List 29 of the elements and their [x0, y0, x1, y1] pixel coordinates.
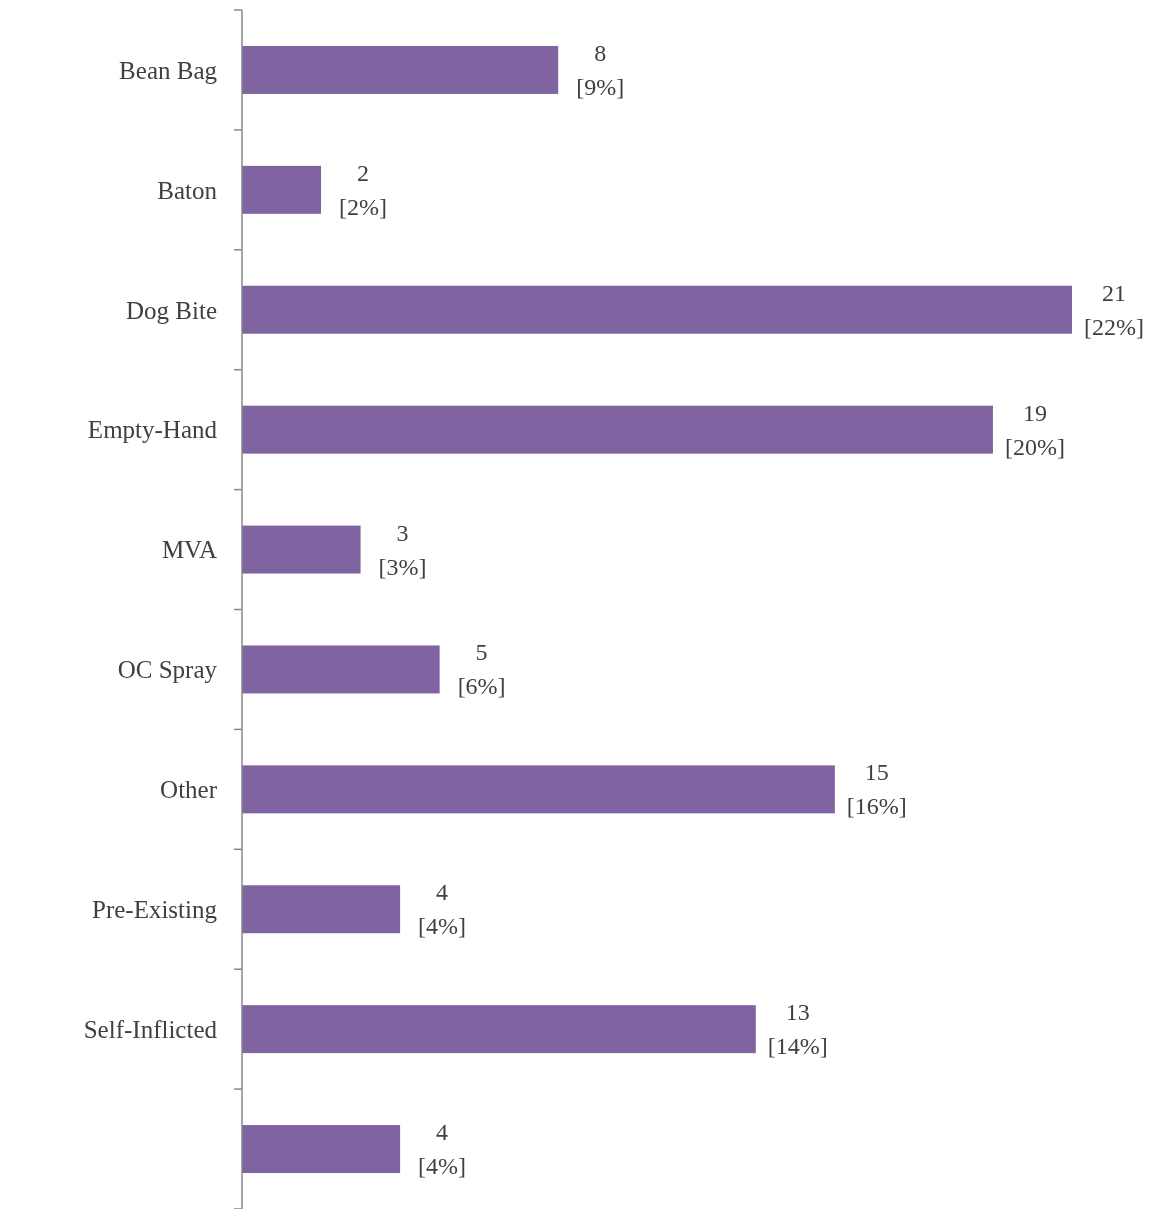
data-label: 3 [3%] — [378, 519, 427, 580]
data-label: 2 [2%] — [339, 159, 388, 220]
y-tick-label: Bean Bag — [119, 56, 218, 84]
data-label: 15 [16%] — [846, 759, 907, 820]
y-tick-label: MVA — [161, 536, 217, 564]
data-label: 13 [14%] — [767, 999, 828, 1060]
data-label: 19 [20%] — [1004, 399, 1065, 460]
bar — [242, 45, 559, 94]
bar — [242, 885, 401, 934]
y-tick-label: Dog Bite — [126, 296, 217, 324]
bar — [242, 285, 1072, 334]
bar — [242, 765, 835, 814]
bar — [242, 1125, 401, 1174]
bar — [242, 1005, 756, 1054]
y-tick-label: OC Spray — [117, 656, 218, 684]
data-label: 8 [9%] — [576, 39, 625, 100]
y-tick-label: Empty-Hand — [87, 416, 218, 444]
bar — [242, 165, 322, 214]
bar — [242, 645, 440, 694]
bar — [242, 405, 993, 454]
y-tick-label: Pre-Existing — [92, 896, 218, 923]
y-tick-label: Baton — [157, 176, 218, 204]
data-label: 4 [4%] — [418, 1119, 467, 1180]
y-tick-label: Self-Inflicted — [83, 1015, 218, 1043]
bar — [242, 525, 361, 574]
data-label: 21 [22%] — [1084, 279, 1144, 340]
y-tick-label: Other — [160, 776, 218, 804]
data-label: 5 [6%] — [457, 639, 506, 700]
data-label: 4 [4%] — [418, 879, 467, 940]
